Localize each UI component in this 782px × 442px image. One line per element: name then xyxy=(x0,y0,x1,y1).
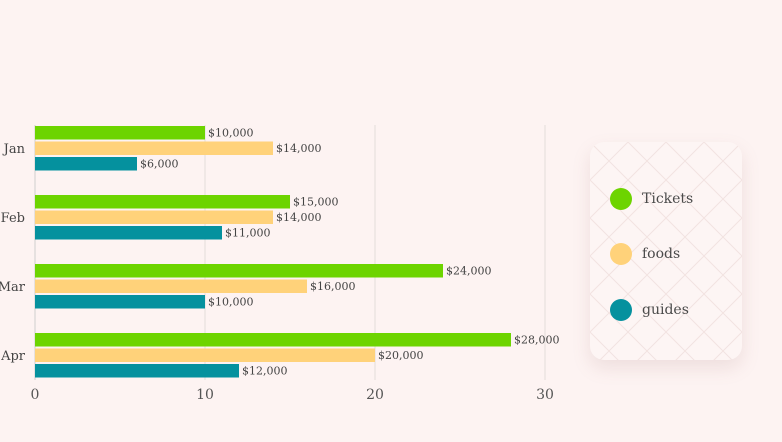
bar-guides-apr xyxy=(35,364,239,378)
legend-item-guides: guides xyxy=(610,299,689,321)
x-tick-label: 20 xyxy=(366,387,384,403)
legend: Tickets foods guides xyxy=(590,142,742,360)
data-label: $14,000 xyxy=(276,142,322,155)
bar-foods-apr xyxy=(35,348,375,362)
legend-item-foods: foods xyxy=(610,243,680,265)
data-label: $14,000 xyxy=(276,211,322,224)
legend-label-guides: guides xyxy=(642,302,689,318)
legend-swatch-foods xyxy=(610,243,632,265)
bar-tickets-apr xyxy=(35,333,511,347)
data-labels: $10,000 $14,000 $6,000 $15,000 $14,000 $11,00… xyxy=(140,126,560,377)
bar-foods-mar xyxy=(35,279,307,293)
data-label: $10,000 xyxy=(208,295,254,308)
bar-guides-mar xyxy=(35,295,205,309)
category-label-jan: Jan xyxy=(2,142,26,157)
bar-tickets-feb xyxy=(35,195,290,209)
x-tick-label: 30 xyxy=(536,387,554,403)
bars xyxy=(35,126,511,378)
bar-foods-feb xyxy=(35,210,273,224)
legend-label-foods: foods xyxy=(642,246,681,262)
data-label: $15,000 xyxy=(293,195,339,208)
data-label: $20,000 xyxy=(378,349,424,362)
category-labels: Jan Feb Mar Apr xyxy=(0,142,26,364)
bar-foods-jan xyxy=(35,141,273,155)
legend-label-tickets: Tickets xyxy=(642,191,694,207)
data-label: $10,000 xyxy=(208,126,254,139)
data-label: $24,000 xyxy=(446,264,492,277)
legend-swatch-tickets xyxy=(610,188,632,210)
category-label-apr: Apr xyxy=(0,349,26,364)
bar-guides-jan xyxy=(35,157,137,171)
bar-guides-feb xyxy=(35,226,222,240)
category-label-mar: Mar xyxy=(0,280,26,295)
data-label: $6,000 xyxy=(140,157,179,170)
bar-tickets-mar xyxy=(35,264,443,278)
legend-swatch-guides xyxy=(610,299,632,321)
category-label-feb: Feb xyxy=(1,211,25,226)
data-label: $28,000 xyxy=(514,333,560,346)
x-tick-labels: 0 10 20 30 xyxy=(31,387,554,403)
data-label: $11,000 xyxy=(225,226,271,239)
x-tick-label: 10 xyxy=(196,387,214,403)
x-tick-label: 0 xyxy=(31,387,40,403)
data-label: $12,000 xyxy=(242,364,288,377)
legend-item-tickets: Tickets xyxy=(610,188,693,210)
data-label: $16,000 xyxy=(310,280,356,293)
bar-tickets-jan xyxy=(35,126,205,140)
